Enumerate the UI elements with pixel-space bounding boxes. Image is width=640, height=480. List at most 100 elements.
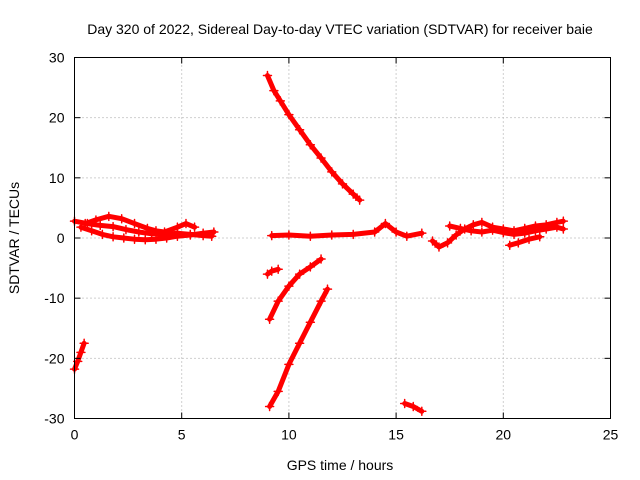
- data-point: [273, 264, 283, 275]
- series-arc-f: [269, 221, 425, 239]
- data-point: [305, 262, 316, 272]
- data-point: [273, 296, 283, 306]
- data-point: [264, 314, 275, 324]
- data-point: [327, 230, 337, 240]
- y-tick-label: -20: [44, 350, 64, 366]
- data-point: [95, 220, 105, 231]
- data-point: [399, 398, 410, 409]
- data-point: [305, 317, 316, 327]
- data-point: [504, 240, 515, 250]
- x-tick-label: 25: [603, 427, 619, 443]
- data-point: [402, 231, 412, 241]
- data-point: [487, 225, 498, 235]
- data-point: [119, 233, 129, 243]
- data-point: [151, 226, 161, 236]
- data-point: [185, 230, 196, 240]
- data-point: [108, 232, 118, 242]
- data-point: [76, 347, 86, 358]
- data-point: [354, 195, 365, 205]
- data-point: [284, 109, 294, 120]
- data-point: [558, 216, 569, 226]
- y-tick-label: -10: [44, 290, 64, 306]
- data-point: [327, 167, 337, 177]
- x-tick-label: 20: [496, 427, 512, 443]
- data-point: [369, 227, 380, 237]
- y-tick-label: 30: [49, 50, 65, 66]
- data-point: [142, 223, 153, 234]
- data-point: [159, 227, 170, 237]
- data-point: [348, 229, 358, 240]
- y-tick-label: 10: [49, 170, 65, 186]
- data-point: [121, 224, 131, 235]
- y-tick-label: -30: [44, 411, 64, 427]
- data-point: [76, 222, 86, 232]
- data-point: [451, 230, 461, 240]
- data-point: [534, 232, 545, 242]
- data-point: [509, 229, 519, 240]
- data-point: [269, 85, 279, 96]
- data-point: [444, 221, 455, 231]
- data-point: [434, 242, 444, 252]
- data-point: [284, 230, 294, 240]
- data-point: [468, 220, 479, 230]
- data-series: [69, 70, 569, 417]
- data-point: [161, 233, 172, 243]
- data-point: [97, 229, 108, 240]
- data-point: [442, 238, 453, 248]
- data-point: [104, 211, 114, 222]
- data-point: [172, 231, 183, 241]
- data-point: [427, 236, 438, 246]
- x-tick-label: 10: [281, 427, 297, 443]
- data-point: [284, 281, 294, 291]
- x-tick-label: 15: [388, 427, 404, 443]
- data-point: [266, 230, 277, 241]
- data-point: [273, 386, 283, 397]
- data-point: [391, 227, 401, 237]
- data-point: [316, 153, 326, 163]
- data-point: [172, 222, 183, 232]
- data-point: [305, 139, 316, 150]
- data-point: [129, 234, 140, 244]
- data-point: [181, 218, 191, 229]
- series-arc-h: [267, 256, 324, 322]
- data-point: [380, 218, 391, 229]
- data-point: [348, 189, 358, 199]
- data-point: [294, 338, 305, 349]
- x-axis-label: GPS time / hours: [287, 457, 394, 473]
- data-point: [519, 228, 530, 238]
- data-point: [316, 296, 326, 306]
- series-arc-d: [72, 340, 87, 372]
- data-point: [91, 215, 101, 225]
- chart-title: Day 320 of 2022, Sidereal Day-to-day VTE…: [87, 21, 593, 37]
- data-point: [552, 222, 562, 232]
- data-point: [129, 218, 140, 229]
- data-point: [305, 231, 316, 241]
- data-point: [198, 228, 208, 238]
- data-point: [513, 238, 524, 248]
- data-point: [86, 226, 97, 236]
- data-point: [337, 179, 348, 189]
- data-point: [151, 234, 161, 244]
- y-axis-label: SDTVAR / TECUs: [6, 182, 22, 294]
- data-point: [79, 338, 89, 349]
- data-point: [116, 213, 127, 224]
- data-point: [322, 284, 333, 294]
- y-tick-label: 0: [57, 230, 65, 246]
- data-point: [455, 223, 466, 234]
- data-point: [316, 254, 326, 264]
- data-point: [264, 401, 275, 412]
- x-tick-label: 5: [178, 427, 186, 443]
- data-point: [524, 234, 534, 244]
- data-point: [275, 96, 286, 106]
- data-point: [417, 228, 427, 238]
- data-point: [541, 224, 551, 234]
- data-point: [189, 222, 200, 232]
- data-point: [262, 70, 273, 81]
- series-arc-e: [265, 73, 363, 203]
- y-tick-labels: -30 -20 -10 0 10 20 30: [44, 50, 64, 427]
- data-point: [408, 401, 419, 412]
- y-tick-label: 20: [49, 110, 65, 126]
- x-tick-labels: 0 5 10 15 20 25: [71, 427, 619, 443]
- data-point: [477, 227, 487, 237]
